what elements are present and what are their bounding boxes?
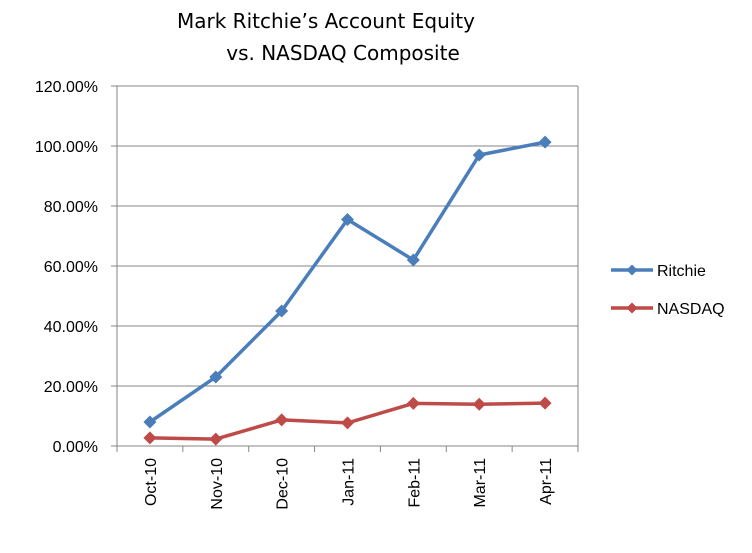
legend-marker-ritchie: [626, 264, 638, 276]
gridlines: [111, 85, 578, 447]
x-tick-label: Jan-11: [341, 458, 358, 506]
x-tick-label: Feb-11: [406, 458, 423, 508]
data-point-ritchie: [406, 253, 420, 267]
legend-marker-nasdaq: [626, 302, 638, 314]
data-point-nasdaq: [275, 413, 289, 427]
data-point-ritchie: [275, 304, 289, 318]
x-tick-label: Nov-10: [209, 458, 226, 510]
x-axis-tick-labels: Oct-10 Nov-10 Dec-10 Jan-11 Feb-11 Mar-11 Apr-…: [143, 458, 555, 510]
y-tick-label: 100.00%: [35, 139, 98, 156]
y-tick-label: 80.00%: [44, 199, 98, 216]
legend: Ritchie NASDAQ: [611, 263, 725, 318]
legend-item-ritchie: Ritchie: [611, 263, 706, 280]
y-tick-label: 20.00%: [44, 379, 98, 396]
data-point-nasdaq: [143, 431, 157, 445]
data-point-ritchie: [341, 213, 354, 226]
y-tick-label: 0.00%: [53, 439, 98, 456]
series-nasdaq: [143, 396, 552, 446]
series-ritchie: [143, 135, 552, 429]
x-tick-label: Apr-11: [538, 458, 555, 505]
legend-label-nasdaq: NASDAQ: [657, 301, 725, 318]
legend-label-ritchie: Ritchie: [657, 263, 706, 280]
y-tick-label: 120.00%: [35, 79, 98, 96]
series: [143, 135, 552, 446]
chart-title: Mark Ritchie’s Account Equity vs. NASDAQ…: [177, 9, 475, 65]
chart-title-line-1: Mark Ritchie’s Account Equity: [177, 9, 475, 33]
x-tick-label: Oct-10: [143, 458, 160, 506]
series-line-ritchie: [148, 140, 546, 424]
x-tick-label: Mar-11: [472, 458, 489, 508]
y-axis-tick-labels: 0.00% 20.00% 40.00% 60.00% 80.00% 100.00% 120.…: [35, 79, 98, 456]
data-point-ritchie: [472, 148, 486, 162]
data-point-nasdaq: [406, 396, 420, 410]
data-point-nasdaq: [472, 397, 486, 411]
data-point-nasdaq: [341, 416, 354, 430]
data-point-nasdaq: [538, 396, 552, 410]
y-tick-label: 60.00%: [44, 259, 98, 276]
data-point-ritchie: [143, 415, 157, 429]
x-tick-label: Dec-10: [275, 458, 292, 510]
plot-area: [116, 86, 579, 452]
data-point-nasdaq: [209, 432, 223, 446]
data-point-ritchie: [538, 135, 552, 149]
data-point-ritchie: [209, 370, 223, 384]
y-tick-label: 40.00%: [44, 319, 98, 336]
chart-title-line-2: vs. NASDAQ Composite: [226, 41, 460, 65]
legend-item-nasdaq: NASDAQ: [611, 301, 725, 318]
